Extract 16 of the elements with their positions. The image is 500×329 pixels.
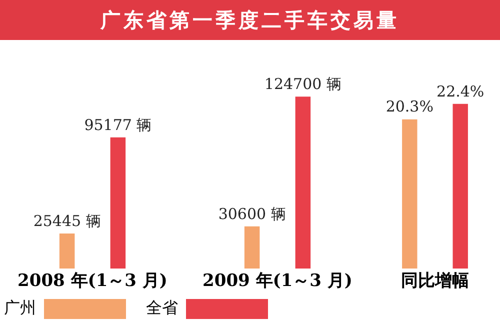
text: 全省 <box>146 298 178 319</box>
x-tick-label: 2009 年(1～3 月) <box>202 271 352 292</box>
data-label: 124700 辆 <box>264 75 342 94</box>
bar <box>295 96 311 269</box>
chart-title: 广东省第一季度二手车交易量 <box>0 0 500 40</box>
data-label: 30600 辆 <box>218 204 286 223</box>
bar <box>110 137 126 269</box>
data-label: 95177 辆 <box>84 116 152 134</box>
bar <box>244 226 260 269</box>
x-tick-label: 同比增幅 <box>401 271 469 292</box>
data-label: 22.4% <box>436 82 484 100</box>
data-label: 20.3% <box>386 98 434 116</box>
text: 广州 <box>4 298 36 319</box>
bar <box>59 234 75 269</box>
data-label: 25445 辆 <box>33 212 101 230</box>
x-tick-label: 2008 年(1～3 月) <box>18 271 168 292</box>
